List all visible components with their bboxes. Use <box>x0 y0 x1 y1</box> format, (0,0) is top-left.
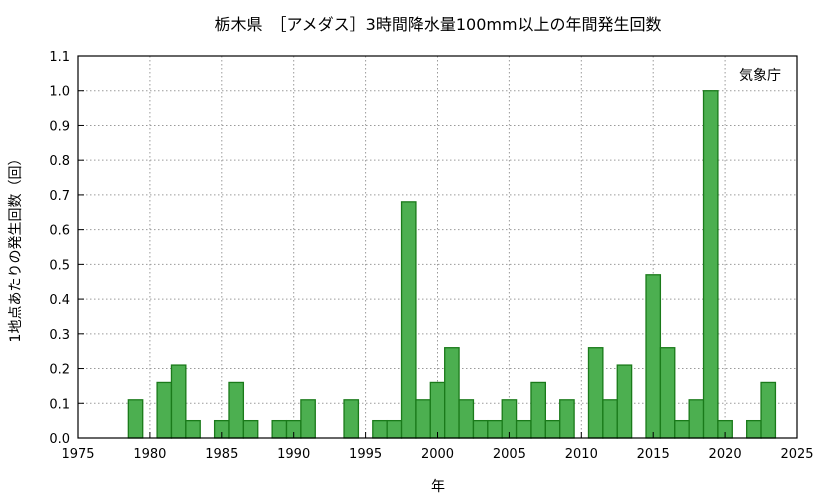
bar-1991 <box>300 399 316 439</box>
bar-1999 <box>415 399 431 439</box>
bar-2019 <box>702 90 719 439</box>
x-tick-label: 1975 <box>61 447 94 462</box>
bar-2017 <box>674 419 690 439</box>
x-tick-label: 1995 <box>349 447 382 462</box>
bar-2009 <box>559 399 575 439</box>
x-tick-label: 2025 <box>780 447 813 462</box>
bar-2001 <box>444 347 460 439</box>
bar-2013 <box>616 364 633 439</box>
bar-1986 <box>228 381 245 439</box>
y-tick-label: 0.1 <box>49 397 70 412</box>
bar-1983 <box>185 419 201 439</box>
chart-title: 栃木県 ［アメダス］3時間降水量100mm以上の年間発生回数 <box>214 15 661 34</box>
bar-2015 <box>645 274 662 439</box>
bar-1989 <box>271 419 288 439</box>
y-tick-label: 0.4 <box>49 293 70 308</box>
bar-1987 <box>242 419 259 439</box>
y-tick-label: 0.3 <box>49 328 70 343</box>
y-tick-label: 0.9 <box>49 119 70 134</box>
x-tick-label: 1990 <box>277 447 310 462</box>
bar-2003 <box>472 419 489 439</box>
x-tick-label: 2015 <box>637 447 670 462</box>
y-tick-label: 0.5 <box>49 258 70 273</box>
bar-2016 <box>659 347 676 439</box>
bar-2008 <box>544 419 561 439</box>
bar-2012 <box>602 399 618 439</box>
bar-2011 <box>587 347 604 439</box>
x-axis-ticks: 1975 1980 1985 1990 1995 2000 2005 2010 2015 2020… <box>61 432 814 462</box>
x-axis-label: 年 <box>431 479 445 495</box>
bar-2004 <box>487 419 503 439</box>
x-tick-label: 2000 <box>421 447 454 462</box>
bar-2006 <box>515 419 532 439</box>
y-axis-ticks: 0.0 0.1 0.2 0.3 0.4 0.5 0.6 0.7 0.8 0.9 1.0 1.1 <box>49 50 84 447</box>
y-tick-label: 0.8 <box>49 154 70 169</box>
y-tick-label: 0.7 <box>49 189 70 204</box>
bar-1997 <box>386 419 403 439</box>
bar-2000 <box>429 381 446 439</box>
bar-2002 <box>458 399 475 439</box>
bar-1996 <box>372 419 388 439</box>
bar-1981 <box>156 381 173 439</box>
bar-2023 <box>760 381 777 439</box>
y-tick-label: 1.1 <box>49 50 70 65</box>
bar-2018 <box>688 399 705 439</box>
bar-1998 <box>400 201 417 439</box>
y-tick-label: 0.0 <box>49 432 70 447</box>
y-axis-label: 1地点あたりの発生回数（回） <box>8 152 24 343</box>
x-tick-label: 2010 <box>565 447 598 462</box>
source-annotation: 気象庁 <box>739 68 781 84</box>
x-tick-label: 1985 <box>205 447 238 462</box>
bar-2022 <box>746 419 762 439</box>
bar-1979 <box>127 399 144 439</box>
x-tick-label: 2020 <box>709 447 742 462</box>
bars <box>127 90 777 439</box>
bar-1982 <box>170 364 187 439</box>
y-tick-label: 1.0 <box>49 85 70 100</box>
bar-2007 <box>530 381 546 439</box>
x-tick-label: 2005 <box>493 447 526 462</box>
y-tick-label: 0.6 <box>49 224 70 239</box>
y-tick-label: 0.2 <box>49 363 70 378</box>
x-tick-label: 1980 <box>133 447 166 462</box>
bar-1994 <box>343 399 360 439</box>
